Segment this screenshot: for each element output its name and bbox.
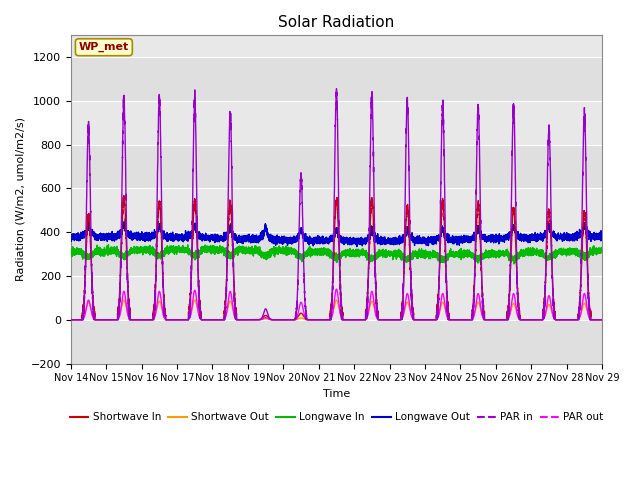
PAR out xyxy=(570,317,577,323)
Text: WP_met: WP_met xyxy=(79,42,129,52)
PAR out xyxy=(598,317,606,323)
Line: PAR in: PAR in xyxy=(71,89,602,320)
Line: Longwave In: Longwave In xyxy=(71,245,602,264)
Longwave In xyxy=(570,250,577,255)
PAR out xyxy=(333,286,340,292)
Line: PAR out: PAR out xyxy=(71,289,602,320)
X-axis label: Time: Time xyxy=(323,389,350,399)
Longwave In xyxy=(67,248,75,253)
Line: Longwave Out: Longwave Out xyxy=(71,221,602,247)
Shortwave In xyxy=(576,296,584,301)
Bar xyxy=(71,145,602,189)
Shortwave Out xyxy=(570,317,577,323)
Shortwave In xyxy=(67,317,75,323)
Longwave Out xyxy=(570,231,577,237)
PAR out xyxy=(456,317,463,323)
Longwave In xyxy=(456,251,463,257)
PAR out xyxy=(576,314,584,320)
Y-axis label: Radiation (W/m2, umol/m2/s): Radiation (W/m2, umol/m2/s) xyxy=(15,118,25,281)
Longwave Out xyxy=(67,233,75,239)
Longwave Out xyxy=(598,233,606,239)
Shortwave In xyxy=(120,192,127,198)
PAR out xyxy=(318,317,326,323)
Longwave Out xyxy=(120,218,128,224)
Bar xyxy=(71,320,602,363)
Longwave Out xyxy=(456,242,463,248)
Shortwave Out xyxy=(598,317,606,323)
Shortwave Out xyxy=(319,317,326,323)
Legend: Shortwave In, Shortwave Out, Longwave In, Longwave Out, PAR in, PAR out: Shortwave In, Shortwave Out, Longwave In… xyxy=(65,408,607,426)
PAR in xyxy=(67,317,75,323)
Title: Solar Radiation: Solar Radiation xyxy=(278,15,395,30)
Shortwave In xyxy=(470,283,478,288)
Bar xyxy=(71,232,602,276)
Shortwave Out xyxy=(248,317,255,323)
PAR in xyxy=(333,86,340,92)
PAR in xyxy=(456,317,463,323)
Longwave Out xyxy=(319,240,326,245)
Line: Shortwave Out: Shortwave Out xyxy=(71,300,602,320)
PAR in xyxy=(318,317,326,323)
Shortwave Out xyxy=(456,317,463,323)
PAR out xyxy=(67,317,75,323)
Longwave Out xyxy=(353,244,361,250)
PAR out xyxy=(470,312,478,318)
PAR out xyxy=(248,317,255,323)
Longwave In xyxy=(470,256,478,262)
Longwave In xyxy=(104,242,112,248)
Shortwave Out xyxy=(576,314,584,320)
Shortwave In xyxy=(319,317,326,323)
Longwave In xyxy=(248,245,255,251)
Shortwave Out xyxy=(67,317,75,323)
Shortwave In xyxy=(248,317,255,323)
Longwave Out xyxy=(248,235,255,241)
PAR in xyxy=(470,289,478,295)
PAR in xyxy=(248,317,255,323)
Shortwave Out xyxy=(120,297,128,303)
Longwave Out xyxy=(576,232,584,238)
Line: Shortwave In: Shortwave In xyxy=(71,195,602,320)
Bar xyxy=(71,57,602,101)
Shortwave In xyxy=(598,317,606,323)
Longwave In xyxy=(576,249,584,255)
PAR in xyxy=(570,317,577,323)
Shortwave In xyxy=(456,317,463,323)
PAR in xyxy=(598,317,606,323)
Longwave In xyxy=(319,250,326,256)
Shortwave In xyxy=(570,317,577,323)
Shortwave Out xyxy=(470,312,478,318)
Longwave In xyxy=(510,261,518,267)
Longwave In xyxy=(598,249,606,254)
PAR in xyxy=(576,300,584,306)
Longwave Out xyxy=(470,232,478,238)
